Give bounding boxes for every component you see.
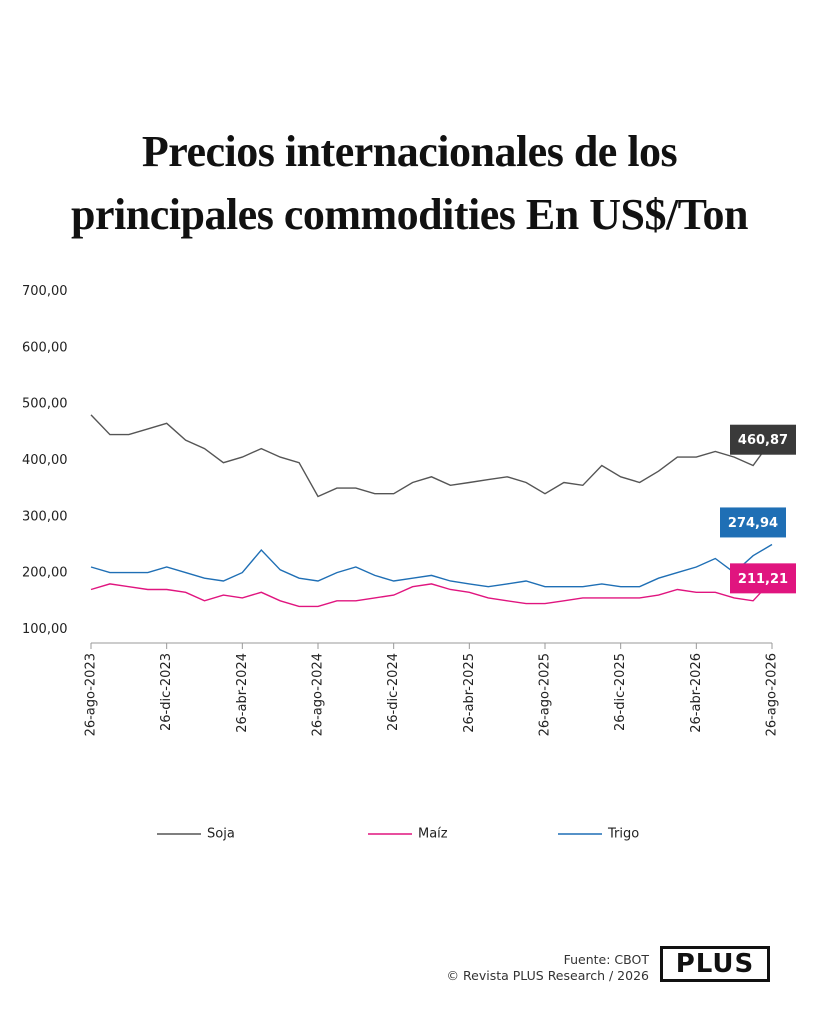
- source: Fuente: CBOT: [563, 952, 649, 967]
- series-line: [90, 579, 773, 608]
- series-line: [90, 414, 773, 498]
- y-tick-label: 700,00: [22, 284, 68, 299]
- x-tick-label: 26-dic-2024: [386, 653, 401, 731]
- x-tick-label: 26-abr-2024: [235, 653, 250, 733]
- legend-label: Maíz: [418, 827, 448, 842]
- value-label: 211,21: [738, 572, 788, 587]
- value-label-box: [730, 424, 796, 455]
- x-tick-label: 26-abr-2025: [462, 653, 477, 733]
- value-label-box: [720, 507, 786, 538]
- credit: © Revista PLUS Research / 2026: [446, 968, 649, 983]
- x-tick-label: 26-ago-2025: [538, 653, 553, 736]
- x-tick-label: 26-abr-2026: [689, 653, 704, 733]
- value-label: 460,87: [738, 433, 788, 448]
- logo: PLUS: [660, 946, 770, 982]
- y-tick-label: 300,00: [22, 509, 68, 524]
- y-tick-label: 400,00: [22, 453, 68, 468]
- legend-label: Trigo: [607, 827, 639, 842]
- y-tick-label: 600,00: [22, 340, 68, 355]
- value-label: 274,94: [728, 516, 778, 531]
- chart: 100,00 200,00 300,00 400,00 500,00 600,00 700,…: [22, 284, 796, 842]
- y-tick-label: 200,00: [22, 566, 68, 581]
- x-tick-label: 26-ago-2024: [311, 653, 326, 736]
- x-tick-label: 26-ago-2026: [765, 653, 780, 736]
- x-tick-label: 26-ago-2023: [84, 653, 99, 736]
- y-tick-label: 100,00: [22, 622, 68, 637]
- legend-label: Soja: [207, 827, 235, 842]
- chart-title: Precios internacionales de los principal…: [71, 127, 748, 239]
- x-tick-label: 26-dic-2023: [159, 653, 174, 731]
- value-label-box: [730, 563, 796, 594]
- series-line: [90, 543, 773, 588]
- y-tick-label: 500,00: [22, 397, 68, 412]
- x-tick-label: 26-dic-2025: [613, 653, 628, 731]
